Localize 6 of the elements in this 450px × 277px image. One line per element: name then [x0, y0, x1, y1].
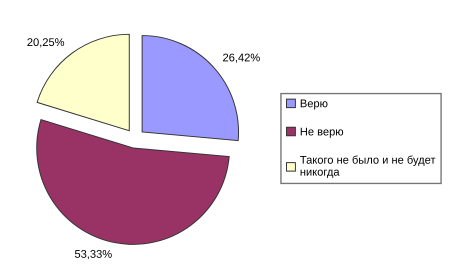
data-label: 26,42% [223, 54, 260, 63]
data-label: 53,33% [74, 250, 112, 260]
data-label: 20,25% [27, 38, 64, 48]
legend-label: Верю [300, 100, 328, 110]
legend-label: Не верю [300, 128, 344, 138]
legend-label: Такого не было и не будет никогда [300, 155, 436, 178]
